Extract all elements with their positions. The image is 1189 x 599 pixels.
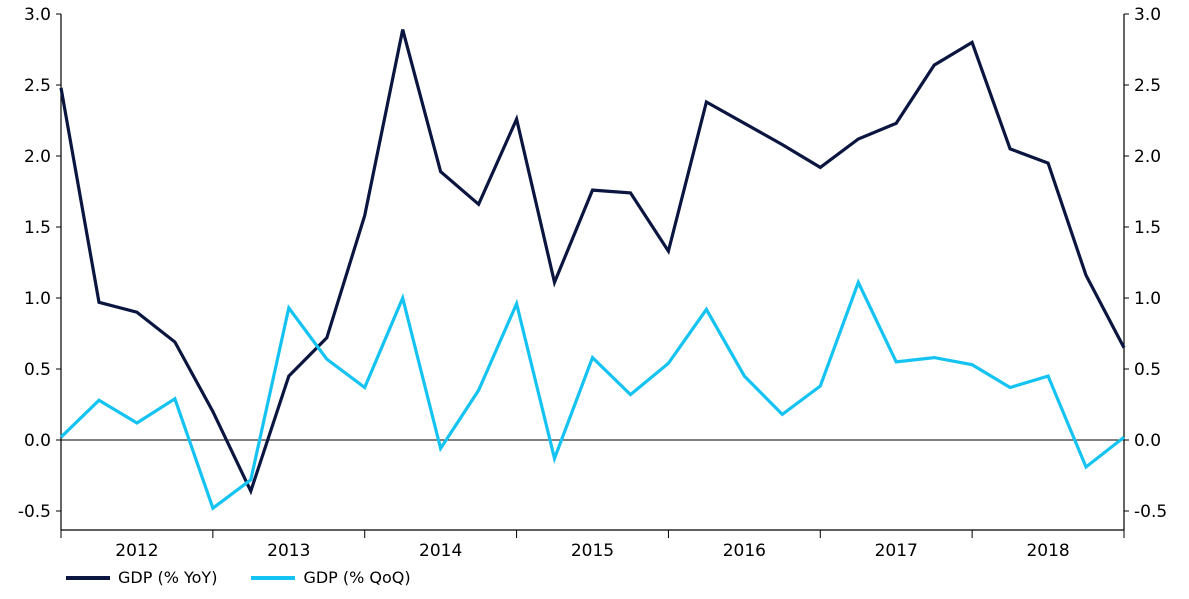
y-tick-label-right: 3.0	[1134, 5, 1161, 25]
x-tick-label: 2012	[115, 541, 158, 561]
y-tick-label-left: -0.5	[18, 502, 51, 522]
series-line-gdp-yoy	[59, 29, 1126, 496]
x-tick-label: 2017	[875, 541, 918, 561]
y-tick-label-right: 1.0	[1134, 289, 1161, 309]
y-tick-label-left: 2.0	[24, 147, 51, 167]
y-tick-label-left: 1.5	[24, 218, 51, 238]
legend-swatch-qoq	[251, 575, 296, 580]
x-tick-label: 2016	[723, 541, 766, 561]
x-tick-label: 2015	[571, 541, 614, 561]
y-tick-label-right: 0.5	[1134, 360, 1161, 380]
legend-label-yoy: GDP (% YoY)	[118, 568, 218, 587]
series-layer	[59, 29, 1126, 511]
legend-item-yoy: GDP (% YoY)	[66, 568, 217, 587]
y-tick-label-left: 3.0	[24, 5, 51, 25]
x-tick-label: 2018	[1026, 541, 1069, 561]
series-line-gdp-qoq	[59, 278, 1125, 511]
legend-swatch-yoy	[66, 575, 110, 580]
y-tick-label-right: 2.5	[1134, 76, 1161, 96]
tick-labels: 3.0 3.0 2.5 2.5 2.0 2.0 1.5 1.5 1.0 1.0 0.5 0.5 0.0 0…	[18, 5, 1167, 561]
y-tick-label-left: 1.0	[24, 289, 51, 309]
y-tick-label-left: 0.5	[24, 360, 51, 380]
legend: GDP (% YoY) GDP (% QoQ)	[66, 568, 445, 587]
y-tick-label-left: 2.5	[24, 76, 51, 96]
legend-label-qoq: GDP (% QoQ)	[303, 568, 411, 587]
y-tick-label-right: 1.5	[1134, 218, 1161, 238]
x-tick-label: 2014	[419, 541, 462, 561]
y-tick-label-right: 0.0	[1134, 431, 1161, 451]
legend-item-qoq: GDP (% QoQ)	[251, 568, 411, 587]
axes-layer	[56, 13, 1129, 538]
y-tick-label-right: -0.5	[1134, 502, 1167, 522]
x-tick-label: 2013	[267, 541, 310, 561]
y-tick-label-left: 0.0	[24, 431, 51, 451]
y-tick-label-right: 2.0	[1134, 147, 1161, 167]
